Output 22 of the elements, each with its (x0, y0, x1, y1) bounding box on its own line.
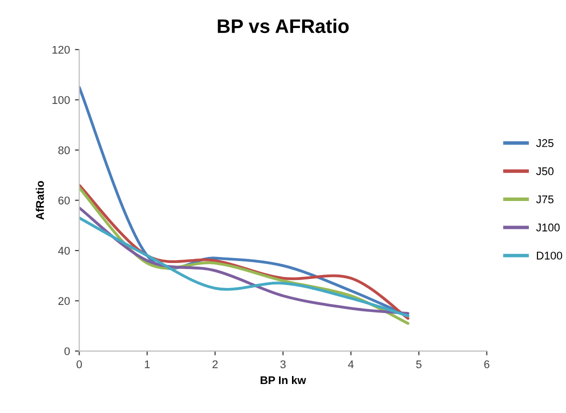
legend-label: J50 (536, 167, 554, 176)
chart-title: BP vs AFRatio (218, 18, 349, 34)
legend-label: D100 (536, 252, 562, 260)
legend-label: J25 (536, 139, 554, 148)
x-tick-label: 1 (144, 360, 150, 368)
x-tick-label: 6 (484, 360, 490, 368)
y-tick-label: 0 (64, 347, 70, 356)
x-tick-label: 5 (416, 360, 422, 368)
x-tick-label: 2 (212, 360, 218, 368)
x-axis-title: BP In kw (260, 376, 306, 384)
x-tick-label: 0 (76, 360, 82, 368)
y-tick-label: 60 (58, 196, 70, 204)
y-tick-label: 120 (52, 46, 70, 54)
y-tick-label: 40 (58, 246, 70, 255)
y-tick-label: 20 (58, 297, 70, 305)
x-tick-label: 4 (348, 360, 354, 368)
y-tick-label: 80 (58, 146, 70, 154)
x-tick-label: 3 (280, 360, 286, 368)
legend-label: J100 (536, 224, 560, 232)
legend-label: J75 (536, 196, 554, 204)
y-axis-title: AfRatio (36, 180, 44, 220)
y-tick-label: 100 (52, 96, 70, 104)
